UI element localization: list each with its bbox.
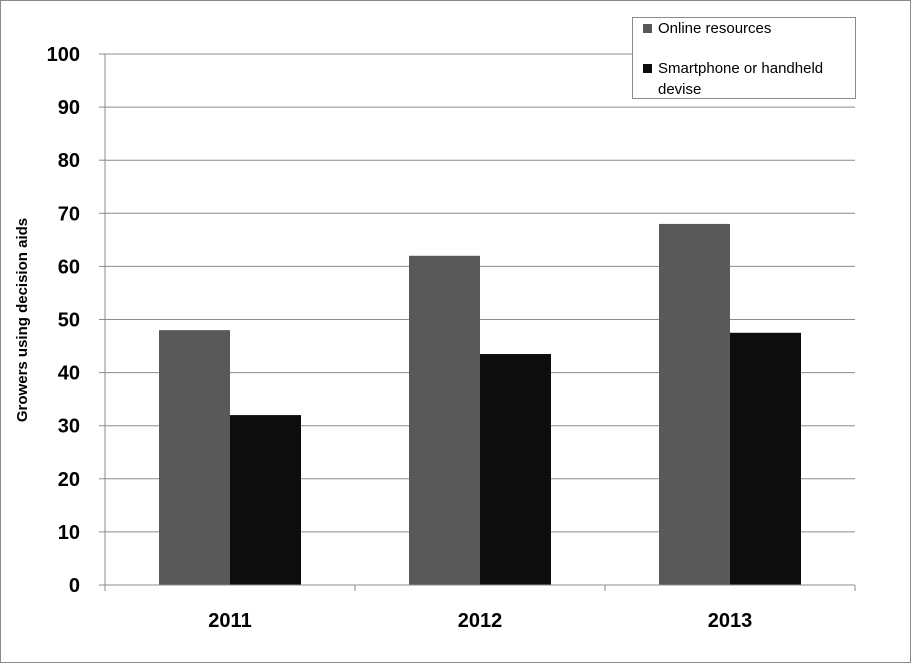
legend: Online resources Smartphone or handheld … xyxy=(632,17,856,99)
bar-online-resources-2012 xyxy=(409,255,480,585)
legend-swatch-smartphone xyxy=(643,64,652,73)
y-tick-label: 90 xyxy=(58,97,80,119)
bar-online-resources-2013 xyxy=(659,223,730,586)
y-tick-label: 40 xyxy=(58,363,80,385)
legend-swatch-online-resources xyxy=(643,24,652,33)
bar-online-resources-2011 xyxy=(159,330,230,585)
y-tick-labels: 0 10 20 30 40 50 60 70 80 90 100 xyxy=(47,44,80,597)
x-tick-label: 2012 xyxy=(458,610,503,632)
y-tick-label: 20 xyxy=(58,469,80,491)
y-tick-label: 30 xyxy=(58,416,80,438)
bars xyxy=(159,223,801,586)
legend-label-online-resources: Online resources xyxy=(658,20,772,37)
y-tick-label: 100 xyxy=(47,44,80,66)
legend-label-smartphone: Smartphone or handheld devise xyxy=(658,60,824,98)
y-tick-label: 0 xyxy=(69,575,80,597)
y-tick-label: 70 xyxy=(58,203,80,225)
bar-smartphone-2013 xyxy=(730,332,801,585)
bar-smartphone-2012 xyxy=(480,354,551,585)
y-tick-label: 10 xyxy=(58,522,80,544)
x-tick-label: 2013 xyxy=(708,610,753,632)
axes xyxy=(99,53,856,591)
bar-smartphone-2011 xyxy=(230,415,301,585)
y-tick-label: 50 xyxy=(58,310,80,332)
y-tick-label: 60 xyxy=(58,256,80,278)
x-tick-label: 2011 xyxy=(208,610,251,632)
y-tick-label: 80 xyxy=(58,150,80,172)
x-tick-labels: 2011 2012 2013 xyxy=(208,610,752,632)
y-axis-label: Growers using decision aids xyxy=(14,218,31,422)
